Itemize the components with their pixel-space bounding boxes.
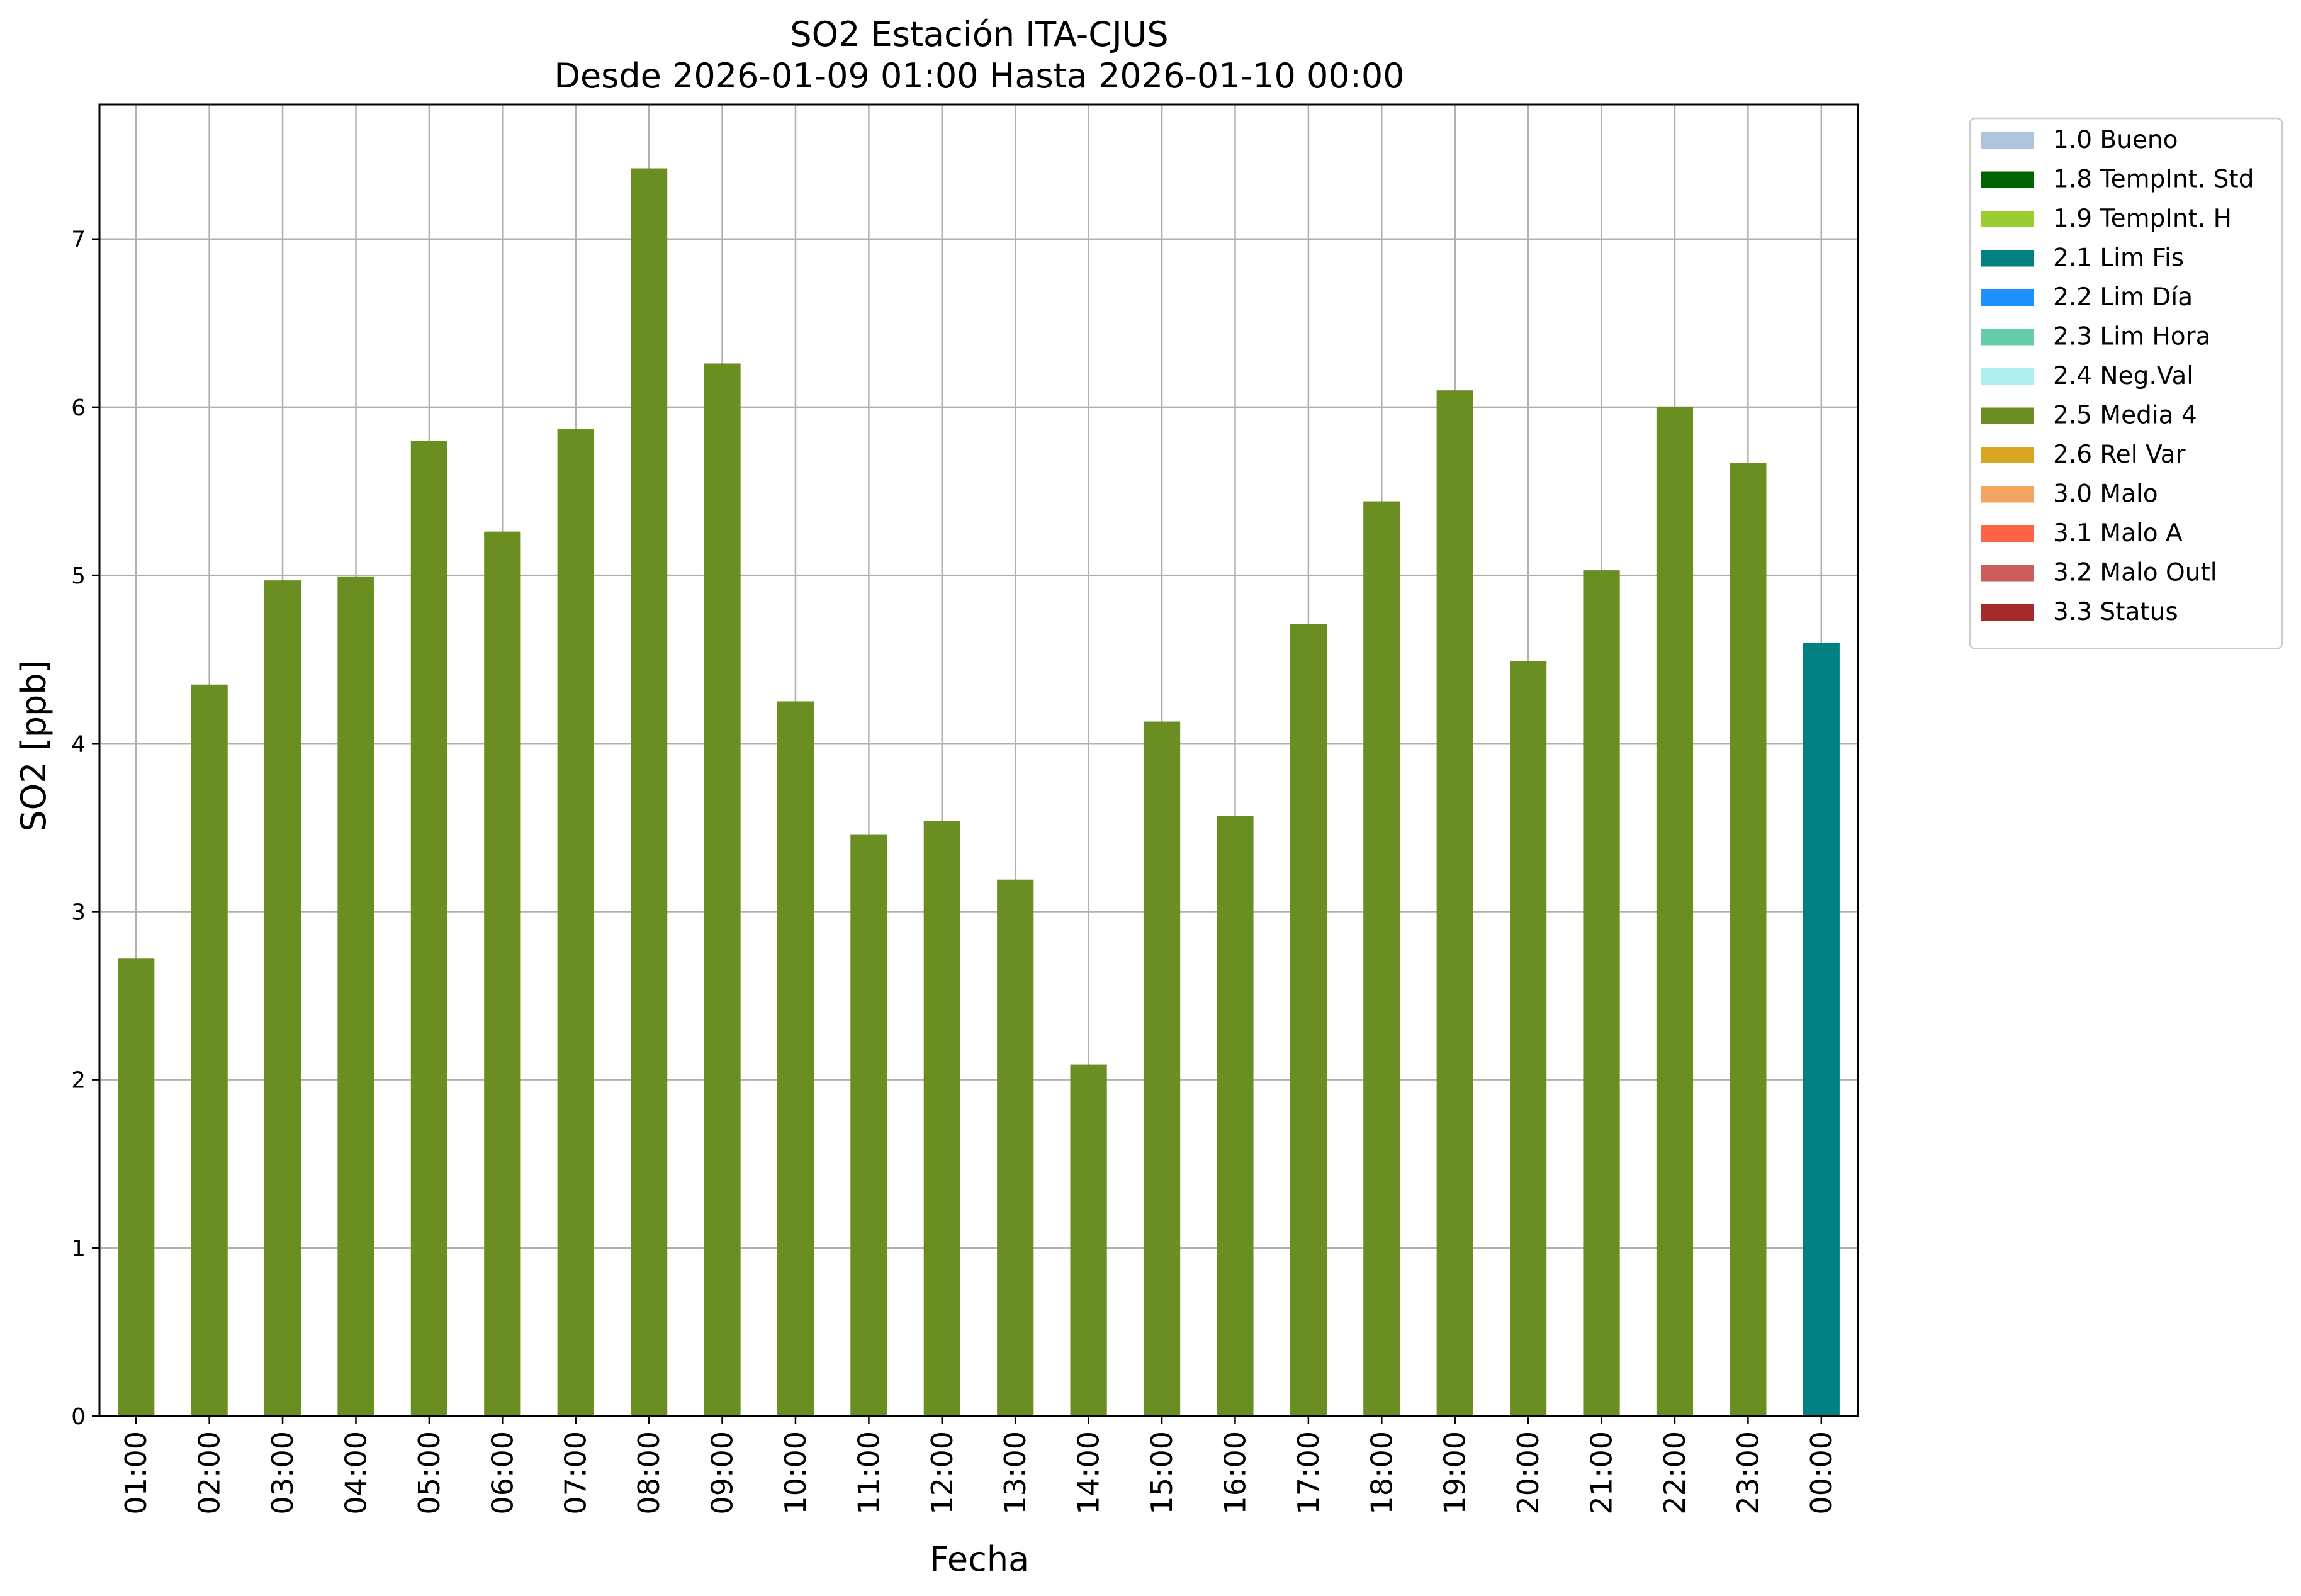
x-tick-label-1300: 13:00 (998, 1431, 1032, 1515)
legend-label-6: 2.4 Neg.Val (2053, 362, 2193, 390)
y-tick-label-2: 2 (71, 1068, 86, 1094)
y-tick-label-0: 0 (71, 1404, 86, 1430)
bar-1500 (1143, 721, 1181, 1416)
legend-swatch-7 (1981, 407, 2034, 424)
legend-label-5: 2.3 Lim Hora (2053, 323, 2211, 351)
legend-swatch-3 (1981, 250, 2034, 267)
legend-label-11: 3.2 Malo Outl (2053, 559, 2217, 587)
x-tick-label-0200: 02:00 (193, 1431, 227, 1515)
y-tick-label-1: 1 (71, 1236, 86, 1262)
y-tick-label-4: 4 (71, 731, 86, 757)
y-axis-label: SO2 [ppb] (14, 660, 53, 831)
bar-0900 (704, 363, 741, 1416)
x-tick-label-0500: 05:00 (412, 1431, 446, 1515)
legend-swatch-6 (1981, 368, 2034, 385)
bar-0500 (410, 441, 447, 1417)
legend-swatch-5 (1981, 329, 2034, 346)
legend-label-3: 2.1 Lim Fis (2053, 244, 2184, 273)
legend-label-7: 2.5 Media 4 (2053, 402, 2197, 430)
y-tick-label-3: 3 (71, 899, 86, 925)
x-tick-label-0800: 08:00 (632, 1431, 666, 1515)
legend-label-4: 2.2 Lim Día (2053, 283, 2193, 312)
bar-0100 (118, 958, 155, 1416)
legend-swatch-9 (1981, 486, 2034, 503)
x-tick-label-1400: 14:00 (1072, 1431, 1106, 1515)
x-tick-label-0700: 07:00 (559, 1431, 593, 1515)
bar-1400 (1070, 1064, 1107, 1416)
bar-2300 (1730, 463, 1767, 1416)
x-tick-label-0000: 00:00 (1804, 1431, 1838, 1515)
bar-1800 (1363, 501, 1400, 1416)
x-tick-label-0900: 09:00 (706, 1431, 740, 1515)
x-tick-label-2000: 20:00 (1511, 1431, 1545, 1515)
bar-2000 (1510, 661, 1547, 1416)
legend-label-2: 1.9 TempInt. H (2053, 205, 2232, 233)
bar-1300 (997, 879, 1034, 1416)
legend-swatch-11 (1981, 565, 2034, 582)
bar-0000 (1803, 642, 1840, 1416)
bar-1200 (923, 821, 960, 1416)
bar-2200 (1656, 407, 1694, 1416)
bar-0800 (631, 168, 668, 1416)
x-tick-label-1100: 11:00 (852, 1431, 886, 1515)
bars-group (118, 168, 1840, 1417)
bar-1600 (1217, 816, 1254, 1416)
x-tick-label-2200: 22:00 (1658, 1431, 1692, 1515)
legend-box (1969, 117, 2283, 649)
x-tick-label-1600: 16:00 (1218, 1431, 1252, 1515)
bar-1900 (1436, 390, 1473, 1417)
bar-2100 (1583, 570, 1620, 1416)
y-tick-label-6: 6 (71, 395, 86, 421)
legend-swatch-12 (1981, 604, 2034, 621)
legend-swatch-0 (1981, 132, 2034, 149)
bar-0400 (337, 576, 374, 1416)
x-tick-label-0100: 01:00 (119, 1431, 153, 1515)
bar-0200 (191, 684, 228, 1416)
bar-0300 (264, 580, 301, 1416)
legend-swatch-2 (1981, 211, 2034, 227)
bar-0600 (484, 531, 521, 1416)
y-axis-ticks: 0 1 2 3 4 5 6 7 (71, 227, 99, 1430)
legend-swatch-4 (1981, 289, 2034, 306)
bar-0700 (557, 429, 594, 1416)
legend-swatch-8 (1981, 447, 2034, 463)
y-tick-label-5: 5 (71, 563, 86, 589)
plot-frame (98, 103, 1859, 1417)
x-tick-label-2300: 23:00 (1731, 1431, 1765, 1515)
x-tick-label-0600: 06:00 (485, 1431, 519, 1515)
legend-label-1: 1.8 TempInt. Std (2053, 166, 2254, 194)
legend-label-10: 3.1 Malo A (2053, 519, 2183, 548)
bar-1700 (1290, 624, 1327, 1416)
y-tick-label-7: 7 (71, 227, 86, 253)
x-tick-label-0400: 04:00 (339, 1431, 373, 1515)
legend-label-8: 2.6 Rel Var (2053, 441, 2186, 469)
bar-1100 (850, 834, 887, 1416)
chart-title-line-1: SO2 Estación ITA-CJUS (790, 14, 1168, 54)
legend-label-0: 1.0 Bueno (2053, 126, 2178, 154)
chart-title-line-2: Desde 2026-01-09 01:00 Hasta 2026-01-10 … (554, 56, 1404, 96)
x-tick-label-1900: 19:00 (1438, 1431, 1472, 1515)
x-tick-label-1200: 12:00 (925, 1431, 959, 1515)
legend: 1.0 Bueno 1.8 TempInt. Std 1.9 TempInt. H 2… (1969, 117, 2283, 649)
legend-swatch-1 (1981, 171, 2034, 188)
x-tick-label-1500: 15:00 (1145, 1431, 1179, 1515)
bar-1000 (777, 701, 814, 1416)
legend-label-9: 3.0 Malo (2053, 480, 2158, 509)
x-tick-label-2100: 21:00 (1585, 1431, 1619, 1515)
legend-swatch-10 (1981, 525, 2034, 542)
x-tick-label-1700: 17:00 (1291, 1431, 1325, 1515)
x-tick-label-0300: 03:00 (266, 1431, 300, 1515)
x-tick-label-1800: 18:00 (1364, 1431, 1398, 1515)
x-axis-label: Fecha (930, 1539, 1029, 1579)
x-tick-label-1000: 10:00 (779, 1431, 813, 1515)
legend-label-12: 3.3 Status (2053, 598, 2178, 626)
x-axis-ticks: 01:00 02:00 03:00 04:00 05:00 06:00 07:00 08:00… (119, 1416, 1838, 1515)
